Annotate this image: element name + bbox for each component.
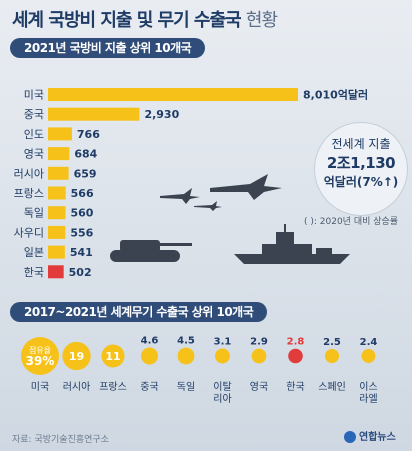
bar-category-label: 미국 bbox=[24, 89, 44, 102]
dot-value-label: 4.6 bbox=[141, 336, 159, 347]
bar-value-label: 556 bbox=[70, 226, 93, 239]
dot-value-label: 2.9 bbox=[250, 337, 268, 348]
bar bbox=[48, 166, 69, 180]
aircraft-illustration bbox=[160, 174, 282, 211]
export-dot bbox=[251, 348, 267, 364]
title-suffix: 현황 bbox=[245, 10, 278, 31]
title-main: 세계 국방비 지출 및 무기 수출국 bbox=[12, 10, 242, 31]
bar-value-label: 566 bbox=[71, 187, 94, 200]
dot-category-label: 이탈 bbox=[213, 380, 231, 393]
export-dot bbox=[141, 347, 158, 365]
dot-value-label: 2.4 bbox=[360, 337, 378, 348]
bar-value-label: 541 bbox=[70, 246, 93, 259]
bar-value-label: 560 bbox=[70, 207, 93, 220]
total-value: 2조1,130 bbox=[326, 154, 396, 172]
dot-category-label: 리아 bbox=[213, 393, 231, 405]
dot-value-label: 2.5 bbox=[323, 337, 341, 348]
dot-category-label: 한국 bbox=[286, 381, 304, 393]
chart2-title: 2017~2021년 세계무기 수출국 상위 10개국 bbox=[10, 302, 268, 322]
tank-illustration bbox=[110, 240, 192, 262]
dot-value-label: 19 bbox=[69, 350, 84, 363]
logo-text: 연합뉴스 bbox=[359, 432, 396, 443]
dot-value-label: 3.1 bbox=[214, 336, 232, 347]
jet-tiny-icon bbox=[194, 201, 222, 211]
total-label: 전세계 지출 bbox=[331, 137, 391, 151]
bar-category-label: 독일 bbox=[24, 206, 44, 220]
bar-category-label: 러시아 bbox=[14, 167, 44, 180]
world-total-callout: 전세계 지출 2조1,130 억달러(7%↑) bbox=[314, 122, 408, 216]
dot-category-label: 미국 bbox=[31, 381, 49, 393]
dot-value-label: 39% bbox=[26, 354, 55, 368]
source-text: 자료: 국방기술진흥연구소 bbox=[12, 435, 109, 445]
bar bbox=[48, 225, 66, 239]
dot-category-label: 라엘 bbox=[359, 392, 377, 405]
logo-icon bbox=[344, 431, 356, 443]
bar-category-label: 영국 bbox=[24, 148, 44, 161]
dot-category-label: 중국 bbox=[140, 381, 158, 393]
total-unit: 억달러(7%↑) bbox=[323, 175, 399, 189]
dot-value-label: 4.5 bbox=[177, 336, 195, 347]
export-dot bbox=[62, 341, 91, 371]
jet-icon bbox=[210, 174, 282, 200]
bar-category-label: 일본 bbox=[24, 245, 44, 259]
chart1-title: 2021년 국방비 지출 상위 10개국 bbox=[10, 38, 206, 58]
bar bbox=[48, 147, 70, 161]
warship-illustration bbox=[234, 224, 350, 264]
bar-value-label: 2,930 bbox=[144, 108, 179, 121]
export-dot bbox=[21, 337, 59, 375]
dot-category-label: 러시아 bbox=[63, 381, 91, 393]
export-dot bbox=[288, 348, 303, 364]
dot-category-label: 영국 bbox=[250, 381, 268, 393]
dot-value-label: 11 bbox=[105, 350, 120, 363]
bar bbox=[48, 88, 298, 101]
export-dot bbox=[177, 347, 195, 365]
dot-value-label: 2.8 bbox=[287, 337, 305, 348]
publisher-logo: 연합뉴스 bbox=[344, 428, 396, 443]
dot-category-label: 이스 bbox=[359, 381, 377, 393]
share-prefix-label: 점유율 bbox=[29, 345, 51, 355]
export-dot bbox=[324, 348, 340, 364]
bar-value-label: 659 bbox=[74, 167, 97, 180]
bar bbox=[48, 107, 140, 121]
dot-category-label: 스페인 bbox=[318, 381, 346, 393]
bar-value-label: 502 bbox=[69, 266, 92, 279]
bar-category-label: 사우디 bbox=[14, 226, 44, 239]
bar-value-label: 766 bbox=[77, 128, 100, 141]
bar bbox=[48, 265, 64, 279]
bar bbox=[48, 206, 66, 220]
bar-category-label: 인도 bbox=[24, 128, 44, 141]
bar-category-label: 중국 bbox=[24, 108, 44, 121]
bar bbox=[48, 245, 65, 259]
bar-category-label: 프랑스 bbox=[14, 187, 44, 200]
jet-small-icon bbox=[160, 188, 200, 204]
export-dot bbox=[214, 348, 231, 364]
bar-value-label: 8,010억달러 bbox=[303, 88, 368, 102]
bar bbox=[48, 127, 72, 141]
page-title: 세계 국방비 지출 및 무기 수출국 현황 bbox=[12, 6, 278, 32]
dot-category-label: 프랑스 bbox=[99, 381, 127, 393]
footnote: ( ): 2020년 대비 상승률 bbox=[304, 217, 399, 227]
bar-category-label: 한국 bbox=[24, 266, 44, 279]
bar bbox=[48, 186, 66, 200]
bar-value-label: 684 bbox=[74, 148, 97, 161]
dot-category-label: 독일 bbox=[177, 381, 195, 393]
export-dot bbox=[361, 349, 376, 363]
export-dot bbox=[101, 344, 125, 368]
